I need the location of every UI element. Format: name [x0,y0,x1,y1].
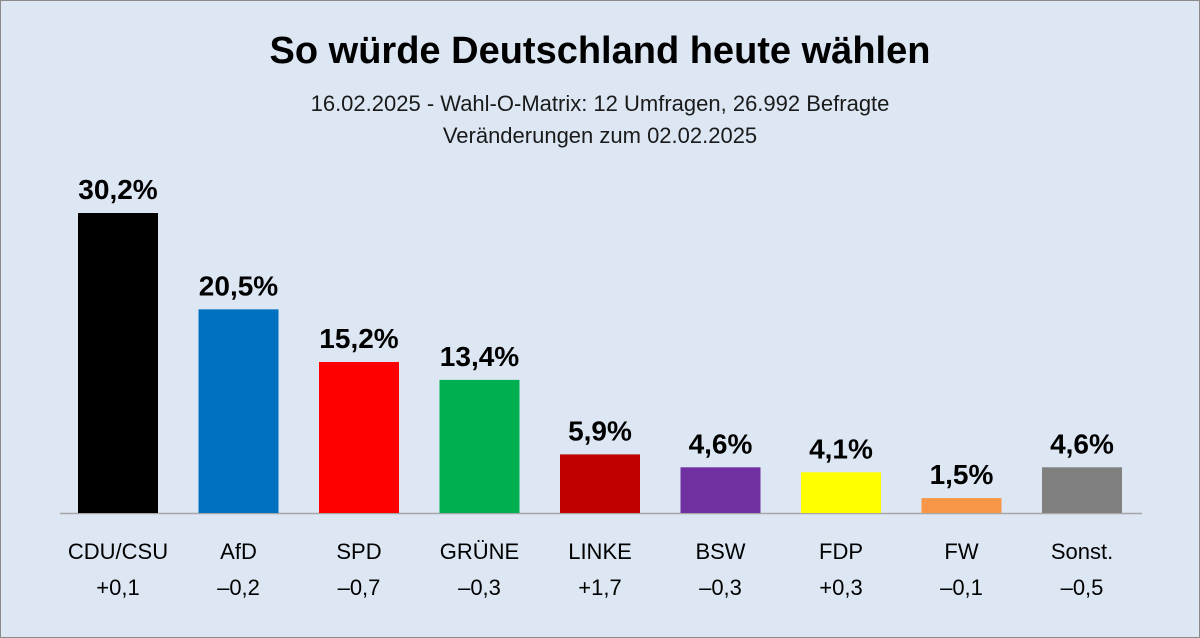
category-label-3: SPD [336,539,381,564]
change-label-9: –0,5 [1061,575,1104,600]
category-label-4: GRÜNE [440,539,519,564]
bar-7 [801,472,881,513]
value-label-1: 30,2% [78,174,157,205]
change-label-1: +0,1 [96,575,139,600]
subtitle-line-2: Veränderungen zum 02.02.2025 [442,123,758,148]
value-label-5: 5,9% [568,415,632,446]
category-label-8: FW [944,539,978,564]
chart-subtitle: 16.02.2025 - Wahl-O-Matrix: 12 Umfragen,… [0,88,1200,152]
category-label-5: LINKE [568,539,632,564]
value-label-3: 15,2% [319,323,398,354]
category-label-6: BSW [695,539,745,564]
value-label-6: 4,6% [689,428,753,459]
subtitle-line-1: 16.02.2025 - Wahl-O-Matrix: 12 Umfragen,… [310,91,890,116]
bar-2 [198,309,279,513]
category-label-7: FDP [819,539,863,564]
change-label-3: –0,7 [338,575,381,600]
bar-8 [921,498,1002,513]
chart-title: So würde Deutschland heute wählen [269,30,931,72]
value-label-8: 1,5% [930,459,994,490]
bar-3 [319,362,399,513]
bar-4 [439,379,520,513]
value-label-4: 13,4% [440,341,519,372]
change-label-7: +0,3 [819,575,862,600]
bar-9 [1042,467,1122,513]
category-label-1: CDU/CSU [68,539,168,564]
change-label-5: +1,7 [578,575,621,600]
bar-1 [78,213,158,513]
bar-6 [680,467,761,513]
change-label-6: –0,3 [699,575,742,600]
category-label-2: AfD [220,539,257,564]
change-label-2: –0,2 [217,575,260,600]
category-label-9: Sonst. [1051,539,1113,564]
bar-5 [560,454,640,513]
change-label-4: –0,3 [458,575,501,600]
change-label-8: –0,1 [940,575,983,600]
value-label-9: 4,6% [1050,428,1114,459]
value-label-7: 4,1% [809,433,873,464]
value-label-2: 20,5% [199,270,278,301]
